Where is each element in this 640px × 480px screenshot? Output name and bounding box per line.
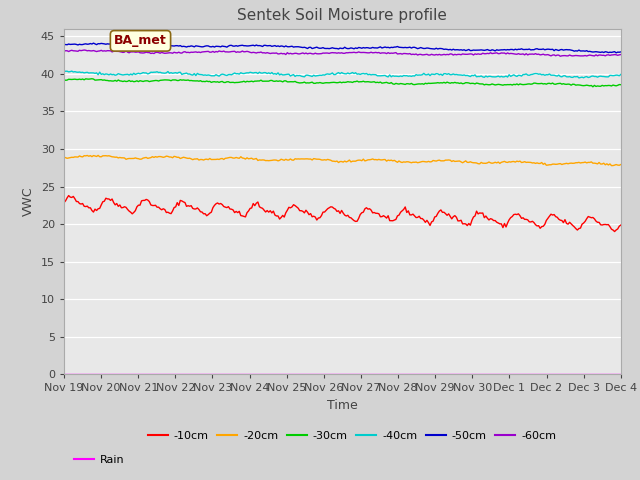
Text: BA_met: BA_met xyxy=(114,35,167,48)
Title: Sentek Soil Moisture profile: Sentek Soil Moisture profile xyxy=(237,9,447,24)
Legend: Rain: Rain xyxy=(70,451,129,469)
Legend: -10cm, -20cm, -30cm, -40cm, -50cm, -60cm: -10cm, -20cm, -30cm, -40cm, -50cm, -60cm xyxy=(143,427,561,445)
Y-axis label: VWC: VWC xyxy=(22,187,35,216)
X-axis label: Time: Time xyxy=(327,399,358,412)
